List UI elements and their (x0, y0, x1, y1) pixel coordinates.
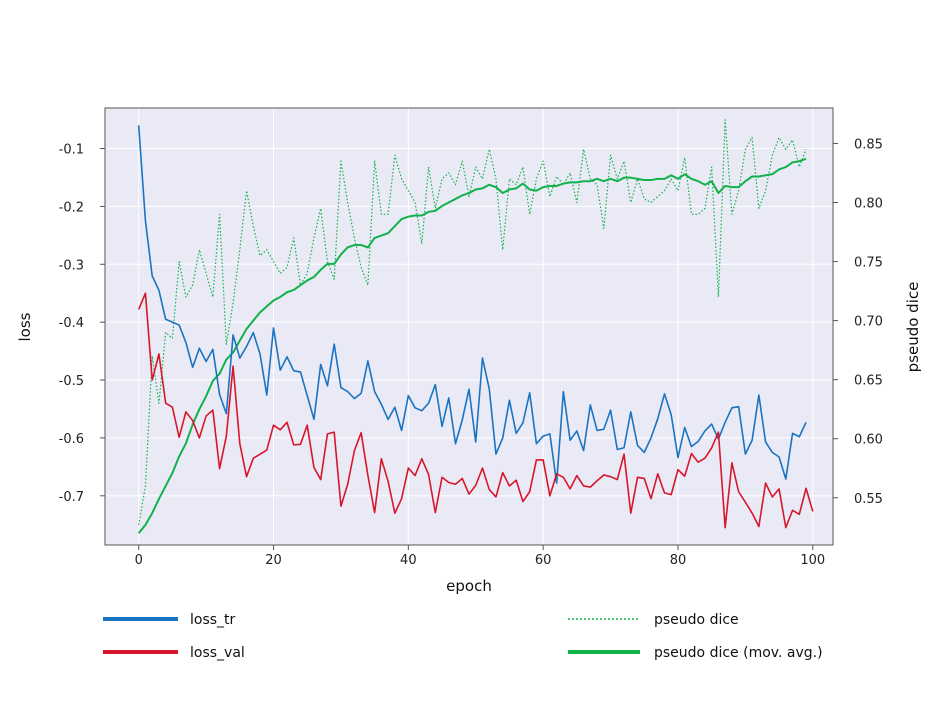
plot-area (105, 108, 833, 545)
y2-tick-label: 0.65 (854, 374, 883, 389)
y-tick-label: -0.5 (59, 374, 84, 389)
y2-tick-label: 0.85 (854, 137, 883, 152)
legend-label-pseudo-dice-mov-avg: pseudo dice (mov. avg.) (654, 645, 823, 661)
series-line-loss-val (137, 292, 814, 529)
x-tick-label: 40 (400, 553, 417, 568)
x-tick-label: 20 (265, 553, 282, 568)
x-tick-label: 60 (535, 553, 552, 568)
y2-tick-label: 0.60 (854, 433, 883, 448)
y2-tick-label: 0.70 (854, 315, 883, 330)
legend-label-pseudo-dice: pseudo dice (654, 612, 739, 628)
y2-tick-label: 0.55 (854, 492, 883, 507)
legend: loss_tr loss_val pseudo dice pseudo dice… (103, 612, 823, 661)
y-axis-right-ticks: 0.55 0.60 0.65 0.70 0.75 0.80 0.85 (833, 137, 883, 507)
series-layer (137, 119, 814, 534)
y-tick-label: -0.7 (59, 490, 84, 505)
series-line-loss-tr (137, 125, 807, 484)
y-axis-left-label: loss (16, 312, 34, 341)
legend-label-loss-tr: loss_tr (190, 612, 236, 628)
x-tick-label: 100 (800, 553, 825, 568)
series-line-pseudo-dice-mov-avg (137, 157, 807, 534)
y-tick-label: -0.2 (59, 200, 84, 215)
y-tick-label: -0.4 (59, 316, 84, 331)
x-tick-label: 80 (670, 553, 687, 568)
y2-tick-label: 0.80 (854, 196, 883, 211)
x-axis-ticks: 0 20 40 60 80 100 (135, 545, 825, 568)
y-tick-label: -0.3 (59, 258, 84, 273)
y-axis-left-ticks: -0.1 -0.2 -0.3 -0.4 -0.5 -0.6 -0.7 (59, 143, 105, 505)
legend-label-loss-val: loss_val (190, 645, 245, 661)
y-tick-label: -0.1 (59, 143, 84, 158)
y2-tick-label: 0.75 (854, 256, 883, 271)
plot-frame (104, 107, 834, 546)
x-tick-label: 0 (135, 553, 143, 568)
y-axis-right-label: pseudo dice (904, 282, 922, 373)
x-axis-label: epoch (446, 577, 492, 595)
y-tick-label: -0.6 (59, 432, 84, 447)
